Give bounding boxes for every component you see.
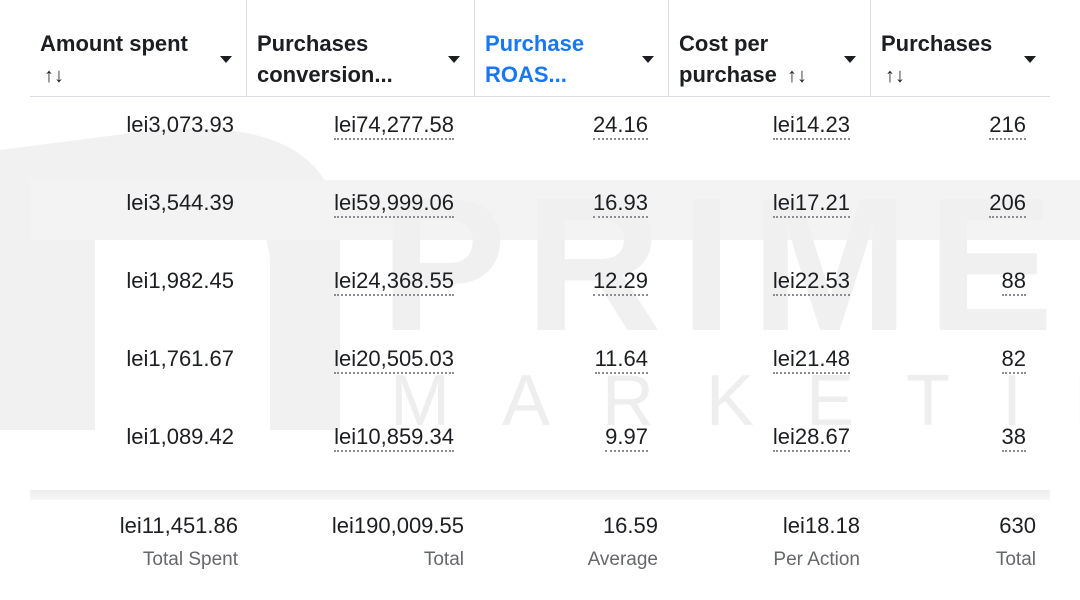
cell-purchases-conversion[interactable]: lei24,368.55 <box>246 253 454 331</box>
total-purchases: 630 Total <box>995 513 1036 570</box>
table-header: Amount spent ↑↓ Purchases conversion... P… <box>30 0 1050 97</box>
cell-purchase-roas[interactable]: 24.16 <box>474 97 648 175</box>
column-header-purchases[interactable]: Purchases ↑↓ <box>870 0 1050 96</box>
cell-purchase-roas[interactable]: 16.93 <box>474 175 648 253</box>
cell-cost-per-purchase[interactable]: lei22.53 <box>668 253 850 331</box>
column-header-purchases-conversion[interactable]: Purchases conversion... <box>246 0 474 96</box>
column-label: Purchases conversion... <box>257 31 393 87</box>
cell-purchase-roas[interactable]: 12.29 <box>474 253 648 331</box>
cell-amount-spent: lei3,073.93 <box>126 112 234 137</box>
table-row: lei1,982.45 lei24,368.55 12.29 lei22.53 … <box>30 253 1050 331</box>
cell-amount-spent: lei3,544.39 <box>126 190 234 215</box>
sort-icon[interactable]: ↑↓ <box>44 65 64 87</box>
cell-purchases[interactable]: 38 <box>870 409 1026 487</box>
cell-cost-per-purchase[interactable]: lei14.23 <box>668 97 850 175</box>
cell-purchases-conversion[interactable]: lei20,505.03 <box>246 331 454 409</box>
column-label: Purchase ROAS... <box>485 31 585 87</box>
column-header-amount-spent[interactable]: Amount spent ↑↓ <box>30 0 246 96</box>
cell-purchases-conversion[interactable]: lei10,859.34 <box>246 409 454 487</box>
cell-purchase-roas[interactable]: 9.97 <box>474 409 648 487</box>
cell-amount-spent: lei1,982.45 <box>126 268 234 293</box>
column-label: Cost per purchase <box>679 31 777 87</box>
cell-amount-spent: lei1,761.67 <box>126 346 234 371</box>
column-label: Amount spent <box>40 31 188 56</box>
total-purchases-conversion: lei190,009.55 Total <box>331 513 464 570</box>
total-amount-spent: lei11,451.86 Total Spent <box>119 513 238 570</box>
cell-amount-spent: lei1,089.42 <box>126 424 234 449</box>
total-cost-per-purchase: lei18.18 Per Action <box>773 513 860 570</box>
chevron-down-icon[interactable] <box>1024 56 1036 63</box>
cell-purchases[interactable]: 206 <box>870 175 1026 253</box>
cell-purchases[interactable]: 216 <box>870 97 1026 175</box>
table-row: lei3,073.93 lei74,277.58 24.16 lei14.23 … <box>30 97 1050 175</box>
cell-purchases-conversion[interactable]: lei59,999.06 <box>246 175 454 253</box>
total-purchase-roas: 16.59 Average <box>587 513 658 570</box>
cell-cost-per-purchase[interactable]: lei21.48 <box>668 331 850 409</box>
cell-cost-per-purchase[interactable]: lei28.67 <box>668 409 850 487</box>
column-header-purchase-roas[interactable]: Purchase ROAS... <box>474 0 668 96</box>
table-row: lei1,089.42 lei10,859.34 9.97 lei28.67 3… <box>30 409 1050 487</box>
table-row: lei3,544.39 lei59,999.06 16.93 lei17.21 … <box>30 175 1050 253</box>
cell-purchases[interactable]: 88 <box>870 253 1026 331</box>
cell-purchases[interactable]: 82 <box>870 331 1026 409</box>
chevron-down-icon[interactable] <box>844 56 856 63</box>
chevron-down-icon[interactable] <box>448 56 460 63</box>
totals-row: lei11,451.86 Total Spent lei190,009.55 T… <box>30 500 1050 590</box>
sort-icon[interactable]: ↑↓ <box>786 65 807 87</box>
column-header-cost-per-purchase[interactable]: Cost per purchase ↑↓ <box>668 0 870 96</box>
chevron-down-icon[interactable] <box>642 56 654 63</box>
cell-purchases-conversion[interactable]: lei74,277.58 <box>246 97 454 175</box>
ads-metrics-table: Amount spent ↑↓ Purchases conversion... P… <box>30 0 1050 570</box>
table-row: lei1,761.67 lei20,505.03 11.64 lei21.48 … <box>30 331 1050 409</box>
cell-cost-per-purchase[interactable]: lei17.21 <box>668 175 850 253</box>
totals-divider <box>30 490 1050 500</box>
cell-purchase-roas[interactable]: 11.64 <box>474 331 648 409</box>
chevron-down-icon[interactable] <box>220 56 232 63</box>
sort-icon[interactable]: ↑↓ <box>885 65 905 87</box>
column-label: Purchases <box>881 31 993 56</box>
